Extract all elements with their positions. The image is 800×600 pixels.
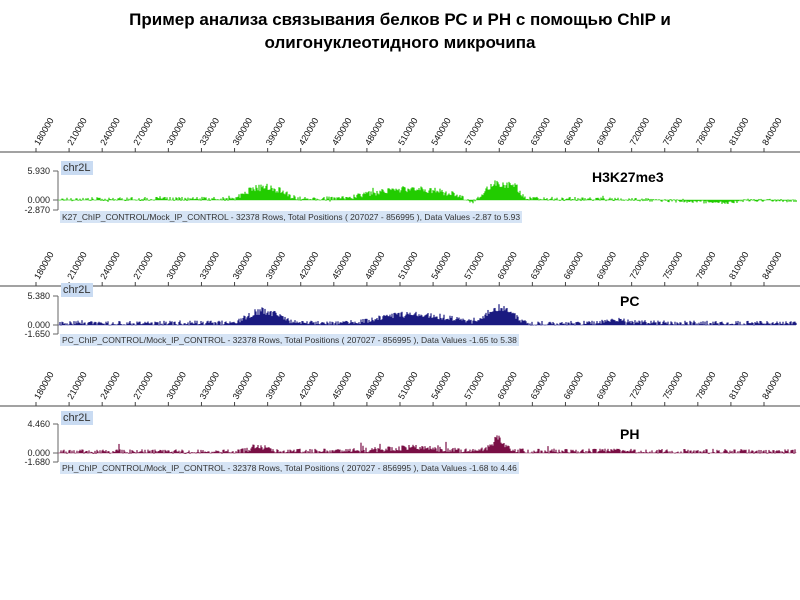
track-ph: 180000 210000 240000 270000 300000 330000 3600…	[0, 354, 800, 474]
x-tick-label: 780000	[694, 250, 718, 281]
track-plot: 180000 210000 240000 270000 300000 330000 3600…	[0, 370, 800, 467]
track-plot: 180000 210000 240000 270000 300000 330000 3600…	[0, 116, 800, 215]
x-tick-label: 540000	[429, 116, 453, 147]
track-info: PC_ChIP_CONTROL/Mock_IP_CONTROL - 32378 …	[60, 334, 519, 346]
x-tick-label: 630000	[528, 250, 552, 281]
title-line-2: олигонуклеотидного микрочипа	[264, 33, 536, 52]
x-tick-label: 300000	[164, 116, 188, 147]
x-tick-label: 240000	[98, 116, 122, 147]
track-h3k27me3: 180000 210000 240000 270000 300000 330000 3600…	[0, 100, 800, 223]
y-tick-label: -1.680	[24, 457, 50, 467]
x-tick-label: 660000	[562, 370, 586, 401]
x-tick-label: 510000	[396, 370, 420, 401]
x-tick-label: 660000	[562, 116, 586, 147]
x-tick-label: 810000	[727, 116, 751, 147]
series-label: PC	[620, 293, 640, 309]
chromosome-label: chr2L	[61, 161, 93, 175]
x-tick-label: 270000	[131, 370, 155, 401]
x-tick-label: 600000	[495, 250, 519, 281]
x-tick-label: 360000	[231, 250, 255, 281]
x-tick-label: 480000	[363, 370, 387, 401]
x-tick-label: 810000	[727, 250, 751, 281]
x-tick-label: 300000	[164, 370, 188, 401]
x-tick-label: 660000	[562, 250, 586, 281]
x-tick-label: 570000	[462, 370, 486, 401]
track-info: PH_ChIP_CONTROL/Mock_IP_CONTROL - 32378 …	[60, 462, 519, 474]
x-tick-label: 180000	[32, 116, 56, 147]
x-tick-label: 270000	[131, 116, 155, 147]
x-tick-label: 210000	[65, 250, 89, 281]
x-tick-label: 420000	[297, 116, 321, 147]
x-tick-label: 840000	[760, 250, 784, 281]
x-tick-label: 240000	[98, 250, 122, 281]
x-tick-label: 720000	[628, 116, 652, 147]
y-tick-label: -1.650	[24, 329, 50, 339]
track-pc: 180000 210000 240000 270000 300000 330000 3600…	[0, 226, 800, 346]
x-tick-label: 390000	[264, 250, 288, 281]
x-tick-label: 720000	[628, 250, 652, 281]
chromosome-label: chr2L	[61, 411, 93, 425]
x-tick-label: 630000	[528, 370, 552, 401]
x-tick-label: 750000	[661, 250, 685, 281]
x-tick-label: 750000	[661, 370, 685, 401]
x-tick-label: 570000	[462, 116, 486, 147]
x-tick-label: 360000	[231, 370, 255, 401]
x-tick-label: 540000	[429, 370, 453, 401]
signal-series	[59, 304, 797, 326]
x-tick-label: 180000	[32, 250, 56, 281]
x-tick-label: 840000	[760, 370, 784, 401]
y-tick-label: 4.460	[27, 419, 50, 429]
x-tick-label: 780000	[694, 370, 718, 401]
x-tick-label: 180000	[32, 370, 56, 401]
x-tick-label: 570000	[462, 250, 486, 281]
x-tick-label: 450000	[330, 370, 354, 401]
x-tick-label: 780000	[694, 116, 718, 147]
x-tick-label: 690000	[595, 370, 619, 401]
x-tick-label: 840000	[760, 116, 784, 147]
x-tick-label: 510000	[396, 116, 420, 147]
x-tick-label: 810000	[727, 370, 751, 401]
x-tick-label: 420000	[297, 250, 321, 281]
track-info: K27_ChIP_CONTROL/Mock_IP_CONTROL - 32378…	[60, 211, 523, 223]
x-tick-label: 300000	[164, 250, 188, 281]
x-tick-label: 600000	[495, 116, 519, 147]
chromosome-label: chr2L	[61, 283, 93, 297]
x-tick-label: 390000	[264, 370, 288, 401]
x-tick-label: 330000	[198, 250, 222, 281]
x-tick-label: 210000	[65, 370, 89, 401]
x-tick-label: 750000	[661, 116, 685, 147]
page-title: Пример анализа связывания белков РС и РН…	[0, 8, 800, 54]
x-tick-label: 480000	[363, 116, 387, 147]
x-tick-label: 330000	[198, 116, 222, 147]
x-tick-label: 210000	[65, 116, 89, 147]
signal-series	[59, 180, 797, 204]
x-tick-label: 690000	[595, 116, 619, 147]
x-tick-label: 420000	[297, 370, 321, 401]
y-tick-label: 0.000	[27, 195, 50, 205]
x-tick-label: 690000	[595, 250, 619, 281]
x-tick-label: 450000	[330, 250, 354, 281]
x-tick-label: 540000	[429, 250, 453, 281]
x-tick-label: 600000	[495, 370, 519, 401]
y-tick-label: 5.930	[27, 166, 50, 176]
series-label: H3K27me3	[592, 169, 664, 185]
series-label: PH	[620, 426, 640, 442]
x-tick-label: 240000	[98, 370, 122, 401]
signal-series	[59, 435, 797, 454]
y-tick-label: 0.000	[27, 320, 50, 330]
y-tick-label: 0.000	[27, 448, 50, 458]
x-tick-label: 450000	[330, 116, 354, 147]
x-tick-label: 510000	[396, 250, 420, 281]
x-tick-label: 630000	[528, 116, 552, 147]
track-plot: 180000 210000 240000 270000 300000 330000 3600…	[0, 250, 800, 339]
x-tick-label: 330000	[198, 370, 222, 401]
x-tick-label: 720000	[628, 370, 652, 401]
x-tick-label: 390000	[264, 116, 288, 147]
x-tick-label: 360000	[231, 116, 255, 147]
x-tick-label: 480000	[363, 250, 387, 281]
title-line-1: Пример анализа связывания белков РС и РН…	[129, 10, 671, 29]
y-tick-label: -2.870	[24, 205, 50, 215]
x-tick-label: 270000	[131, 250, 155, 281]
y-tick-label: 5.380	[27, 291, 50, 301]
